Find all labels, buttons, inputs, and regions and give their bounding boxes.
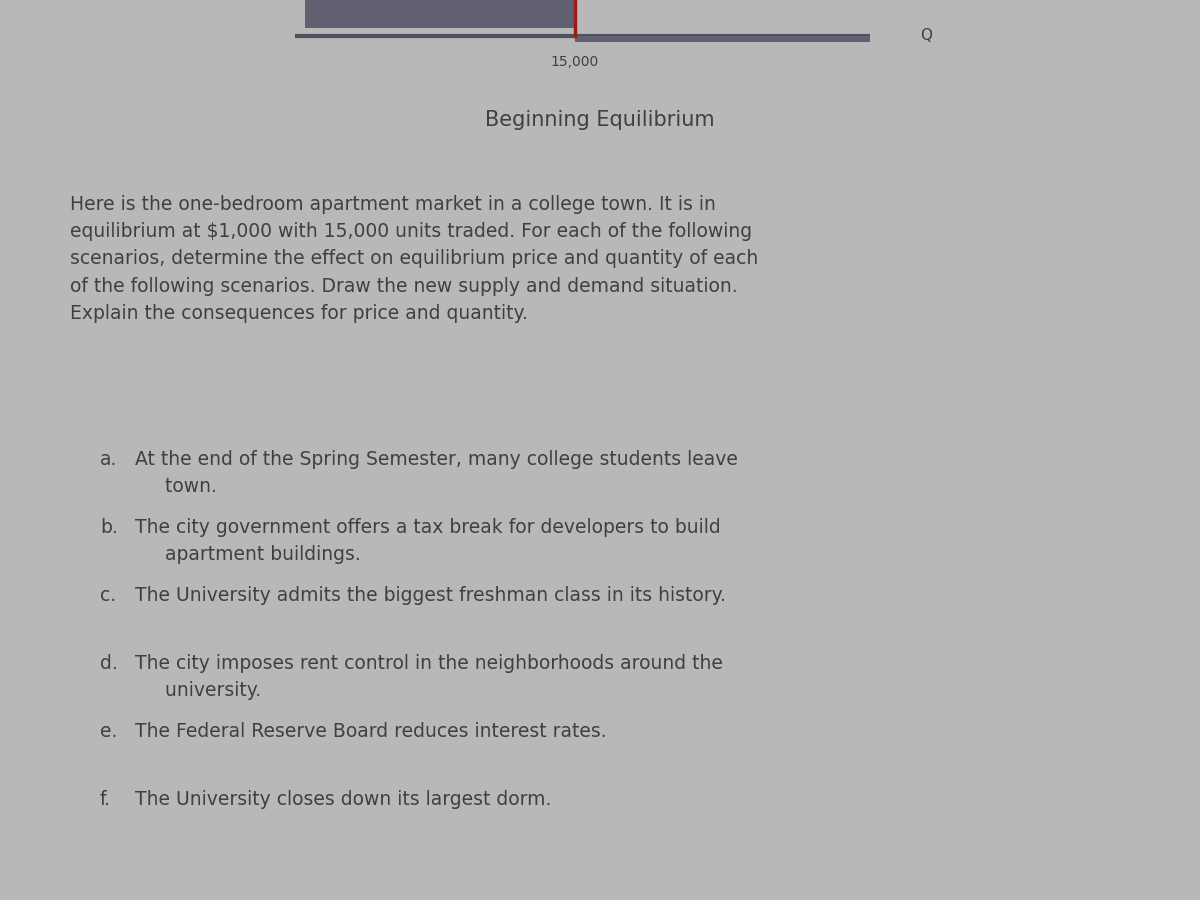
Text: The University admits the biggest freshman class in its history.: The University admits the biggest freshm… — [134, 586, 726, 605]
Text: The city imposes rent control in the neighborhoods around the
     university.: The city imposes rent control in the nei… — [134, 654, 722, 700]
Text: 15,000: 15,000 — [551, 55, 599, 69]
Text: d.: d. — [100, 654, 118, 673]
Text: c.: c. — [100, 586, 116, 605]
Text: Here is the one-bedroom apartment market in a college town. It is in
equilibrium: Here is the one-bedroom apartment market… — [70, 195, 758, 323]
Text: f.: f. — [100, 790, 112, 809]
Text: The University closes down its largest dorm.: The University closes down its largest d… — [134, 790, 551, 809]
Bar — [575, 36, 870, 42]
Bar — [305, 0, 575, 28]
Text: The Federal Reserve Board reduces interest rates.: The Federal Reserve Board reduces intere… — [134, 722, 607, 741]
Text: e.: e. — [100, 722, 118, 741]
Text: The city government offers a tax break for developers to build
     apartment bu: The city government offers a tax break f… — [134, 518, 721, 564]
Text: At the end of the Spring Semester, many college students leave
     town.: At the end of the Spring Semester, many … — [134, 450, 738, 496]
Text: Beginning Equilibrium: Beginning Equilibrium — [485, 110, 715, 130]
Text: Q: Q — [920, 29, 932, 43]
Text: a.: a. — [100, 450, 118, 469]
Text: b.: b. — [100, 518, 118, 537]
